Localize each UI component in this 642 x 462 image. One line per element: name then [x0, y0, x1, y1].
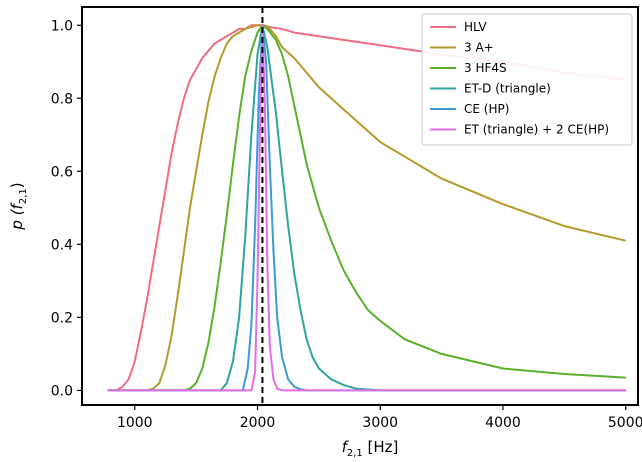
series-layer — [107, 24, 626, 392]
y-tick-label: 0.2 — [51, 310, 73, 326]
x-tick-label: 1000 — [117, 415, 153, 431]
series-line-4 — [107, 24, 626, 392]
x-axis-label: f2,1 [Hz] — [342, 438, 399, 459]
y-tick-label: 0.0 — [51, 383, 73, 399]
series-line-5 — [107, 24, 626, 392]
series-line-3 — [107, 24, 626, 392]
x-axis-label-unit: [Hz] — [363, 438, 399, 456]
y-tick-label: 0.6 — [51, 164, 73, 180]
series-line-1 — [107, 24, 626, 392]
x-tick-label: 4000 — [485, 415, 521, 431]
series-line-6 — [107, 24, 626, 392]
y-tick-label: 0.4 — [51, 237, 73, 253]
legend-box — [421, 13, 633, 146]
legend: HLV 3 A+ 3 HF4S ET-D (triangle) CE (HP) ET (t… — [421, 13, 633, 146]
series-line-2 — [107, 24, 626, 392]
legend-label: 3 HF4S — [464, 61, 507, 75]
y-axis-label: p (f2,1) — [8, 182, 29, 230]
x-axis-ticks: 1000 2000 3000 4000 5000 — [117, 405, 642, 431]
legend-label: ET-D (triangle) — [464, 82, 551, 96]
y-axis-ticks: 0.0 0.2 0.4 0.6 0.8 1.0 — [51, 18, 82, 399]
y-axis-label-close: ) — [8, 182, 26, 188]
legend-label: ET (triangle) + 2 CE(HP) — [464, 123, 609, 137]
legend-label: HLV — [464, 20, 487, 34]
x-axis-label-subscript: 2,1 — [347, 448, 363, 459]
legend-label: CE (HP) — [464, 102, 509, 116]
y-tick-label: 1.0 — [51, 18, 73, 34]
y-axis-label-subscript: 2,1 — [18, 188, 29, 204]
x-axis-label-main: f — [342, 438, 350, 456]
x-tick-label: 5000 — [608, 415, 642, 431]
x-tick-label: 3000 — [362, 415, 398, 431]
legend-label: 3 A+ — [464, 41, 494, 55]
y-axis-label-main: p (f — [8, 201, 26, 230]
x-tick-label: 2000 — [240, 415, 276, 431]
plot-frame — [81, 6, 639, 406]
y-tick-label: 0.8 — [51, 91, 73, 107]
